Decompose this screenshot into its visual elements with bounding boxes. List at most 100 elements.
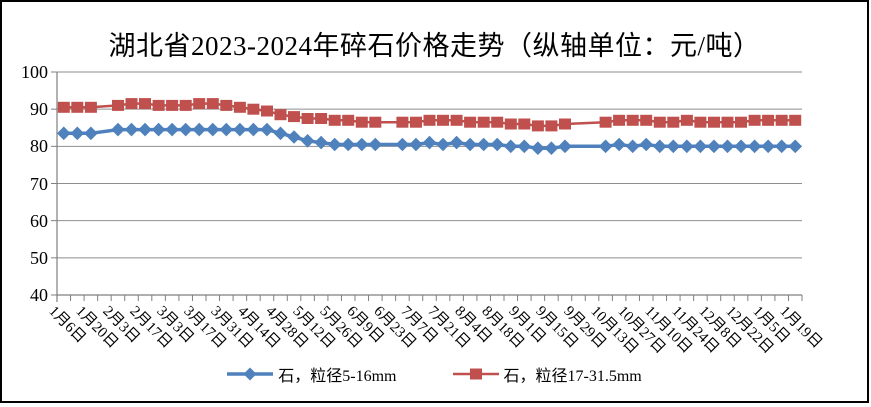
data-point-marker: [274, 109, 287, 121]
data-point-marker: [449, 135, 464, 150]
data-point-marker: [112, 99, 124, 111]
data-point-marker: [788, 139, 802, 154]
data-point-marker: [138, 122, 152, 137]
data-point-marker: [84, 126, 98, 141]
y-axis-tick-label: 70: [30, 173, 48, 194]
data-point-marker: [206, 98, 219, 110]
data-point-marker: [437, 114, 449, 126]
data-point-marker: [476, 137, 491, 152]
data-point-marker: [341, 137, 355, 152]
data-point-marker: [626, 114, 639, 126]
legend-diamond-marker-icon: [227, 367, 274, 381]
data-point-marker: [124, 122, 139, 137]
data-point-marker: [667, 116, 680, 128]
data-point-marker: [288, 111, 300, 123]
data-point-marker: [165, 122, 179, 137]
data-point-marker: [139, 98, 151, 110]
data-point-marker: [369, 116, 382, 128]
y-axis-tick-label: 40: [30, 285, 48, 305]
data-point-marker: [708, 116, 720, 128]
data-point-marker: [490, 137, 504, 152]
data-point-marker: [342, 114, 355, 126]
data-point-marker: [653, 116, 666, 128]
data-point-marker: [192, 122, 206, 137]
data-point-marker: [410, 116, 422, 128]
data-point-marker: [409, 137, 423, 152]
data-point-marker: [423, 114, 436, 126]
data-point-marker: [152, 99, 165, 111]
data-point-marker: [694, 116, 707, 128]
data-point-marker: [639, 137, 653, 152]
data-point-marker: [666, 139, 681, 154]
data-point-marker: [477, 116, 490, 128]
y-axis-tick-label: 80: [30, 136, 48, 157]
data-point-marker: [314, 135, 328, 150]
data-point-marker: [504, 118, 517, 130]
data-point-marker: [680, 114, 693, 126]
data-point-marker: [707, 139, 721, 154]
data-point-marker: [625, 139, 640, 154]
data-point-marker: [612, 137, 626, 152]
legend-label: 石，粒径17-31.5mm: [503, 368, 642, 385]
data-point-marker: [789, 114, 802, 126]
data-point-marker: [558, 139, 572, 154]
data-point-marker: [544, 141, 559, 155]
data-point-marker: [57, 126, 71, 141]
data-point-marker: [151, 122, 166, 137]
data-point-marker: [720, 139, 735, 154]
data-point-marker: [721, 116, 734, 128]
data-point-marker: [395, 137, 410, 152]
data-point-marker: [125, 98, 138, 110]
y-axis-tick-label: 100: [21, 62, 48, 82]
chart-title: 湖北省2023-2024年碎石价格走势（纵轴单位：元/吨）: [108, 31, 761, 61]
data-point-marker: [178, 122, 193, 137]
data-point-marker: [693, 139, 708, 154]
legend-square-marker-icon: [452, 368, 499, 380]
data-point-marker: [355, 116, 368, 128]
legend-item-stone-17-31.5mm: 石，粒径17-31.5mm: [452, 362, 642, 386]
data-point-marker: [518, 118, 531, 130]
data-point-marker: [450, 114, 463, 126]
data-point-marker: [355, 137, 369, 152]
data-point-marker: [206, 122, 220, 137]
data-point-marker: [517, 139, 532, 154]
data-point-marker: [559, 118, 571, 130]
legend-label: 石，粒径5-16mm: [278, 368, 397, 385]
data-point-marker: [422, 135, 437, 150]
data-point-marker: [463, 137, 477, 152]
data-point-marker: [301, 113, 314, 124]
data-point-marker: [734, 139, 748, 154]
data-point-marker: [640, 114, 653, 126]
data-point-marker: [247, 103, 260, 115]
data-point-marker: [193, 98, 206, 110]
legend-item-stone-5-16mm: 石，粒径5-16mm: [227, 362, 397, 386]
data-point-marker: [599, 116, 612, 128]
data-point-marker: [233, 101, 246, 113]
data-point-marker: [300, 134, 315, 148]
data-point-marker: [166, 99, 179, 111]
data-point-marker: [179, 99, 192, 111]
data-point-marker: [653, 139, 667, 154]
data-point-marker: [396, 116, 409, 128]
data-point-marker: [328, 114, 341, 126]
data-point-marker: [436, 137, 450, 152]
data-point-marker: [598, 139, 613, 154]
data-point-marker: [531, 120, 544, 132]
data-point-marker: [220, 99, 233, 111]
legend: 石，粒径5-16mm 石，粒径17-31.5mm: [2, 362, 867, 386]
data-point-marker: [464, 116, 477, 128]
data-point-marker: [531, 141, 545, 155]
data-point-marker: [491, 116, 504, 128]
data-point-marker: [219, 122, 234, 137]
data-point-marker: [287, 130, 301, 144]
data-point-marker: [775, 114, 788, 126]
data-point-marker: [762, 114, 775, 126]
data-point-marker: [315, 113, 328, 124]
y-axis-tick-label: 90: [30, 99, 48, 120]
data-point-marker: [70, 126, 85, 141]
data-point-marker: [71, 101, 84, 113]
data-point-marker: [57, 101, 70, 113]
